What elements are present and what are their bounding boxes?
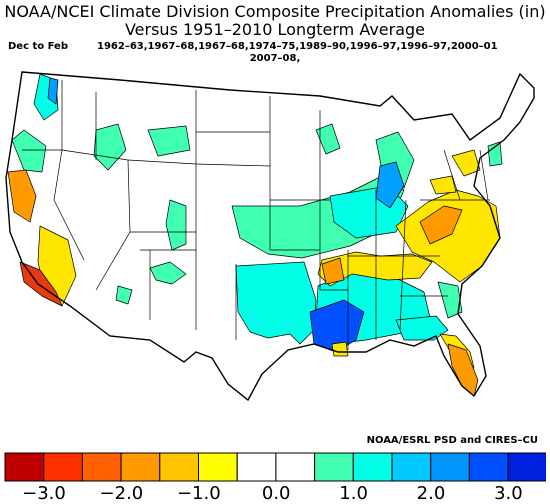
legend-tick-label: 0.0 <box>261 483 291 504</box>
region-northern-california-dry <box>7 169 37 223</box>
region-great-lakes-wet <box>315 123 341 155</box>
legend-tick-label: −1.0 <box>176 483 221 504</box>
region-missouri-dry <box>321 257 345 285</box>
season-label: Dec to Feb <box>8 41 68 52</box>
legend-color-box <box>159 452 200 482</box>
region-new-york-dry <box>429 175 457 195</box>
region-oregon-coast-wet <box>11 129 47 173</box>
legend-color-box <box>43 452 83 482</box>
color-scale-legend <box>4 452 546 482</box>
legend-color-box <box>275 452 316 482</box>
region-michigan-strong <box>375 161 405 209</box>
boundary-line <box>127 159 197 165</box>
legend-tick-label: −2.0 <box>99 483 144 504</box>
legend-color-box <box>4 452 45 482</box>
legend-color-box <box>391 452 432 482</box>
boundary-line <box>53 149 85 261</box>
legend-tick-label: −3.0 <box>22 483 66 504</box>
region-pacific-northwest-strong <box>47 77 59 105</box>
us-climate-division-map <box>5 71 535 402</box>
legend-tick-label: 2.0 <box>416 483 446 504</box>
boundary-line <box>479 149 489 201</box>
map-title-line-1: NOAA/NCEI Climate Division Composite Pre… <box>4 2 546 21</box>
boundary-line <box>61 149 131 291</box>
region-utah-wet <box>149 261 187 285</box>
conus-outline <box>5 71 535 402</box>
boundary-line <box>399 199 407 331</box>
region-virginia-dry <box>419 205 463 245</box>
legend-tick-label: 3.0 <box>494 483 523 504</box>
composite-years-line-2: 2007–08, <box>249 53 301 64</box>
region-wyoming-wet <box>165 199 187 251</box>
region-new-england-wet <box>487 141 503 167</box>
legend-color-box <box>120 452 161 482</box>
legend-tick-label: 1.0 <box>339 483 368 504</box>
legend-color-box <box>468 452 509 482</box>
region-montana-wet <box>147 125 191 157</box>
legend-color-box <box>352 452 393 482</box>
composite-years-line-1: 1962–63,1967–68,1967–68,1974–75,1989–90,… <box>97 41 498 52</box>
region-louisiana-coast <box>331 341 349 357</box>
region-texas-wet <box>235 261 317 345</box>
state-boundaries <box>22 80 490 350</box>
data-credit: NOAA/ESRL PSD and CIRES–CU <box>366 435 538 446</box>
legend-color-box <box>81 452 122 482</box>
legend-color-box <box>314 452 354 482</box>
map-title-line-2: Versus 1951–2010 Longterm Average <box>124 20 426 39</box>
region-arizona-wet <box>115 285 133 305</box>
legend-color-box <box>507 452 546 482</box>
boundary-line <box>443 149 461 201</box>
region-northeast-dry <box>451 149 481 177</box>
region-carolina-wet <box>437 281 463 319</box>
legend-color-box <box>430 452 470 482</box>
legend-color-box <box>236 452 277 482</box>
legend-color-box <box>198 452 238 482</box>
